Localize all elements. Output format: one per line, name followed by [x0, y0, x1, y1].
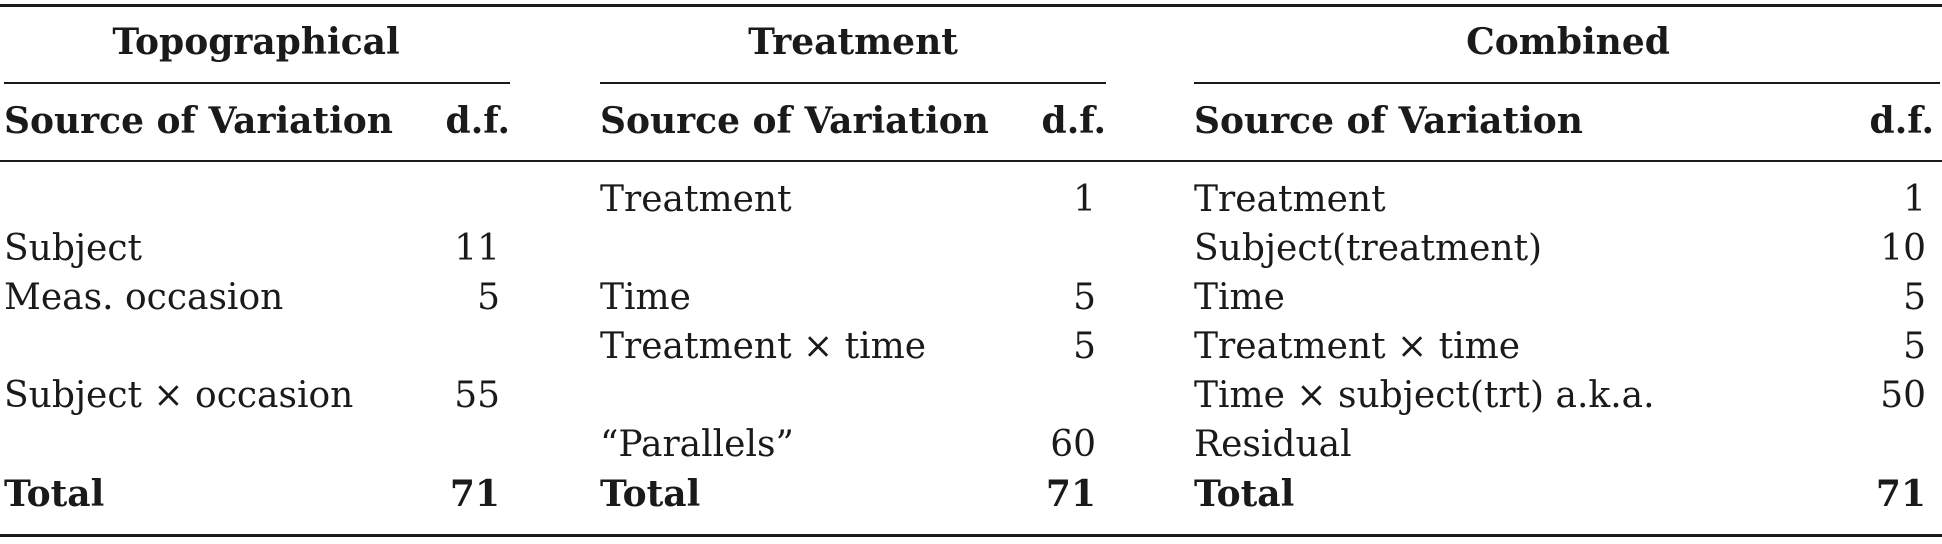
table-row-df: 60: [1050, 424, 1096, 465]
table-row-df: 1: [1073, 179, 1096, 220]
table-row-df: 5: [1073, 277, 1096, 318]
table-row-source: Meas. occasion: [4, 277, 284, 318]
group-rule-treatment: [600, 82, 1106, 84]
table-row-df: 5: [1903, 326, 1926, 367]
top-rule: [0, 4, 1942, 7]
table-row-df: 50: [1880, 375, 1926, 416]
table-row-source: Treatment: [1194, 179, 1386, 220]
table-row-df: 1: [1903, 179, 1926, 220]
table-row-source: Time: [1194, 277, 1285, 318]
table-row-source: “Parallels”: [600, 424, 794, 465]
total-label-treatment: Total: [600, 473, 701, 515]
col-df-topographical: d.f.: [445, 100, 510, 142]
group-title-treatment: Treatment: [748, 21, 958, 63]
table-row-df: 55: [454, 375, 500, 416]
table-row-df: 5: [477, 277, 500, 318]
total-label-topographical: Total: [4, 473, 105, 515]
table-row-df: 5: [1073, 326, 1096, 367]
group-rule-combined: [1194, 82, 1940, 84]
table-row-df: 11: [454, 228, 500, 269]
table-row-source: Treatment × time: [600, 326, 927, 367]
total-label-combined: Total: [1194, 473, 1295, 515]
total-df-treatment: 71: [1045, 473, 1096, 515]
total-df-combined: 71: [1875, 473, 1926, 515]
table-row-source: Time: [600, 277, 691, 318]
bottom-rule: [0, 534, 1942, 537]
group-title-topographical: Topographical: [112, 21, 400, 63]
col-source-treatment: Source of Variation: [600, 100, 989, 142]
table-row-df: 10: [1880, 228, 1926, 269]
table-row-df: 5: [1903, 277, 1926, 318]
col-source-topographical: Source of Variation: [4, 100, 393, 142]
table-row-source: Subject: [4, 228, 142, 269]
col-df-combined: d.f.: [1869, 100, 1934, 142]
table-row-source: Subject × occasion: [4, 375, 354, 416]
header-rule: [0, 160, 1942, 162]
table-row-source: Subject(treatment): [1194, 228, 1543, 269]
col-df-treatment: d.f.: [1041, 100, 1106, 142]
group-title-combined: Combined: [1466, 21, 1670, 63]
group-rule-topographical: [4, 82, 510, 84]
table-row-source: Treatment: [600, 179, 792, 220]
col-source-combined: Source of Variation: [1194, 100, 1583, 142]
table-row-source: Time × subject(trt) a.k.a.: [1194, 375, 1655, 416]
table-row-source: Residual: [1194, 424, 1352, 465]
total-df-topographical: 71: [449, 473, 500, 515]
table-row-source: Treatment × time: [1194, 326, 1521, 367]
